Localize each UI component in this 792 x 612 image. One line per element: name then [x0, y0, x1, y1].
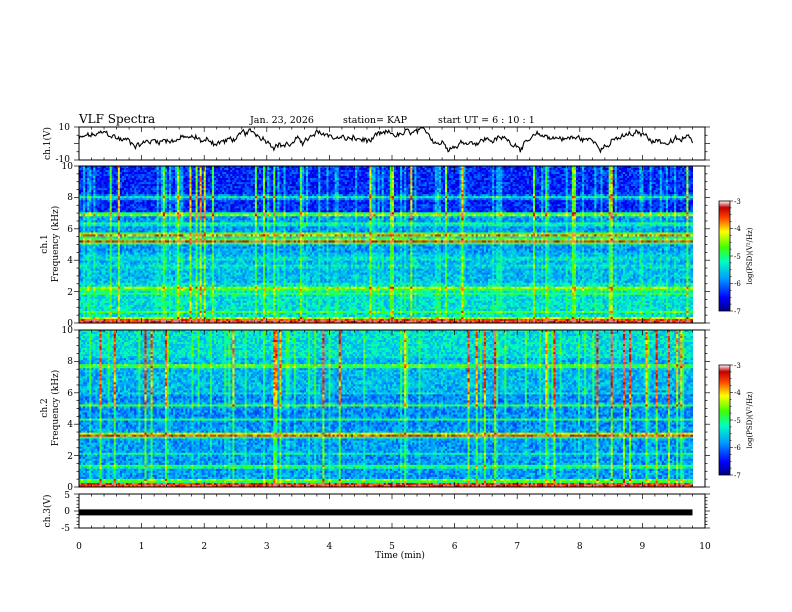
ch1-waveform-ylabel: ch.1(V) — [42, 127, 53, 160]
ch1-waveform-panel: 10 -10 ch.1(V) — [42, 123, 710, 165]
ch1-waveform-ticks — [74, 127, 710, 160]
figure-title: VLF Spectra — [78, 112, 155, 126]
ch1-ytick-top: 10 — [59, 123, 71, 133]
date-label: Jan. 23, 2026 — [249, 115, 314, 126]
vlf-figure: VLF Spectra Jan. 23, 2026 station= KAP s… — [0, 0, 792, 612]
ch1-spectrogram-image — [79, 166, 693, 324]
start-ut-label: start UT = 6 : 10 : 1 — [438, 115, 535, 126]
ch1-spectrogram-panel: 0 2 4 6 8 10 ch.1 Frequency (kHz) -3 -4 … — [40, 162, 754, 329]
ch1-waveform-trace — [79, 128, 693, 153]
station-label: station= KAP — [343, 115, 408, 126]
